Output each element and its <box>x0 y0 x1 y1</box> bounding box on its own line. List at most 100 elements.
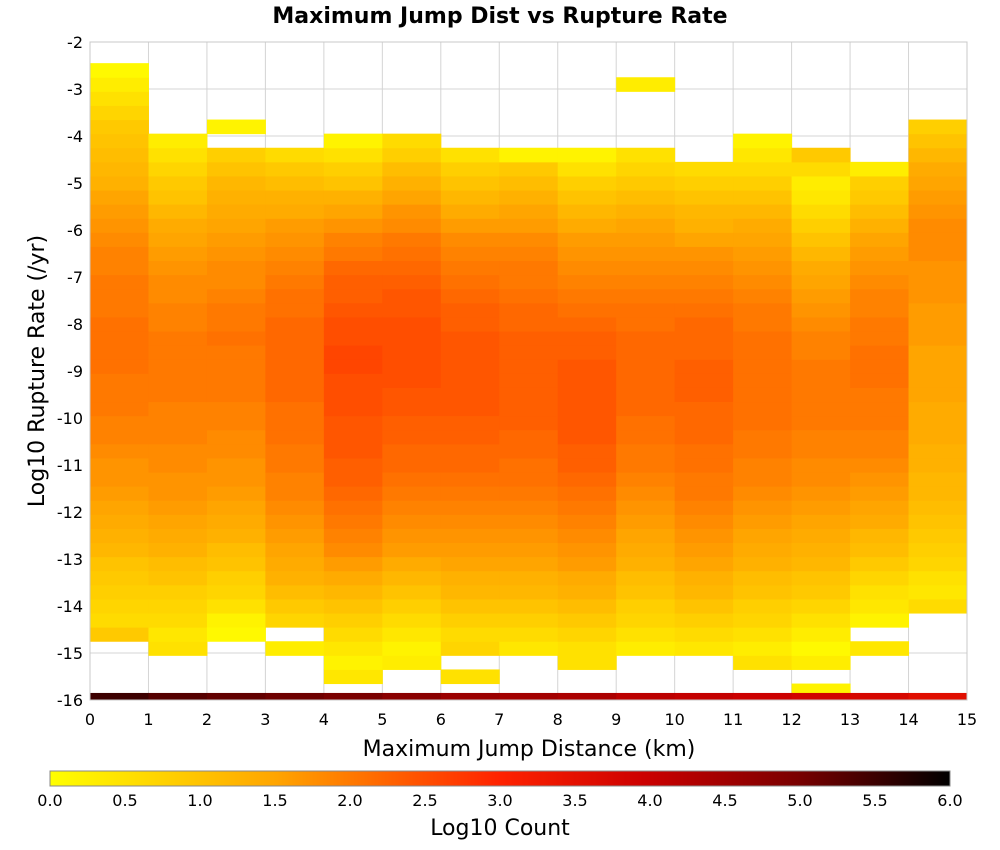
heatmap-cell <box>499 373 559 388</box>
heatmap-cell <box>908 584 968 600</box>
heatmap-cell <box>674 232 734 247</box>
heatmap-cell <box>791 613 851 628</box>
heatmap-cell <box>791 457 851 473</box>
heatmap-cell <box>674 627 734 642</box>
colorbar <box>49 770 951 787</box>
x-tick-label: 4 <box>319 710 329 729</box>
heatmap-cell <box>206 331 266 346</box>
heatmap-cell <box>148 345 208 360</box>
heatmap-cell <box>908 274 968 290</box>
heatmap-cell <box>499 204 559 219</box>
heatmap-cell <box>499 415 559 431</box>
heatmap-cell <box>791 175 851 191</box>
heatmap-cells <box>90 63 968 700</box>
heatmap-cell <box>265 528 325 544</box>
heatmap-cell <box>323 302 383 318</box>
y-tick-label: -11 <box>57 456 83 475</box>
heatmap-cell <box>791 598 851 614</box>
heatmap-cell <box>908 288 968 304</box>
y-tick-label: -16 <box>57 691 83 710</box>
heatmap-cell <box>733 359 793 374</box>
heatmap-cell <box>733 288 793 304</box>
heatmap-cell <box>557 331 617 346</box>
heatmap-cell <box>90 415 149 431</box>
heatmap-cell <box>850 175 910 191</box>
colorbar-tick-label: 1.5 <box>262 791 287 810</box>
heatmap-cell <box>616 345 676 360</box>
heatmap-cell <box>265 331 325 346</box>
heatmap-cell <box>616 373 676 388</box>
heatmap-cell <box>90 401 149 417</box>
heatmap-cell <box>733 415 793 431</box>
heatmap-cell <box>616 429 676 445</box>
heatmap-cell <box>148 584 208 600</box>
heatmap-cell <box>850 429 910 445</box>
heatmap-cell <box>382 274 442 290</box>
heatmap-cell <box>733 443 793 459</box>
heatmap-cell <box>382 190 442 205</box>
heatmap-cell <box>616 232 676 247</box>
heatmap-cell <box>90 133 149 149</box>
x-tick-label: 0 <box>85 710 95 729</box>
heatmap-cell <box>90 331 149 346</box>
heatmap-cell <box>148 486 208 501</box>
heatmap-cell <box>499 190 559 205</box>
heatmap-cell <box>616 331 676 346</box>
heatmap-cell <box>148 457 208 473</box>
heatmap-cell <box>733 204 793 219</box>
heatmap-cell <box>440 260 500 276</box>
heatmap-cell <box>499 500 559 515</box>
heatmap-cell <box>674 316 734 332</box>
heatmap-cell <box>908 316 968 332</box>
heatmap-cell <box>440 542 500 558</box>
heatmap-cell <box>440 627 500 642</box>
heatmap-cell <box>382 232 442 247</box>
heatmap-cell <box>90 528 149 544</box>
heatmap-cell <box>440 556 500 572</box>
heatmap-cell <box>440 232 500 247</box>
heatmap-cell <box>674 218 734 233</box>
heatmap-cell <box>908 218 968 233</box>
heatmap-cell <box>440 443 500 459</box>
heatmap-cell <box>850 542 910 558</box>
heatmap-cell <box>382 401 442 417</box>
heatmap-cell <box>557 528 617 544</box>
heatmap-cell <box>382 246 442 262</box>
heatmap-cell <box>791 190 851 205</box>
heatmap-cell <box>791 373 851 388</box>
heatmap-cell <box>265 316 325 332</box>
heatmap-cell <box>674 528 734 544</box>
heatmap-cell <box>616 692 676 700</box>
x-tick-label: 3 <box>260 710 270 729</box>
heatmap-cell <box>265 359 325 374</box>
colorbar-tick-label: 4.0 <box>637 791 662 810</box>
heatmap-cell <box>616 190 676 205</box>
heatmap-cell <box>850 161 910 177</box>
heatmap-cell <box>499 429 559 445</box>
heatmap-cell <box>148 542 208 558</box>
heatmap-cell <box>148 528 208 544</box>
heatmap-cell <box>382 598 442 614</box>
heatmap-cell <box>323 692 383 700</box>
heatmap-cell <box>206 556 266 572</box>
y-tick-label: -14 <box>57 597 83 616</box>
heatmap-cell <box>323 316 383 332</box>
heatmap-cell <box>382 500 442 515</box>
heatmap-cell <box>206 302 266 318</box>
heatmap-cell <box>265 641 325 656</box>
heatmap-cell <box>616 175 676 191</box>
heatmap-cell <box>908 175 968 191</box>
heatmap-cell <box>90 692 149 700</box>
heatmap-cell <box>850 514 910 529</box>
heatmap-cell <box>499 331 559 346</box>
heatmap-cell <box>674 500 734 515</box>
heatmap-cell <box>148 387 208 403</box>
heatmap-cell <box>850 500 910 515</box>
heatmap-cell <box>323 147 383 163</box>
heatmap-cell <box>557 655 617 670</box>
heatmap-cell <box>206 472 266 487</box>
colorbar-tick-label: 0.5 <box>112 791 137 810</box>
heatmap-cell <box>616 598 676 614</box>
heatmap-cell <box>382 415 442 431</box>
heatmap-cell <box>850 415 910 431</box>
